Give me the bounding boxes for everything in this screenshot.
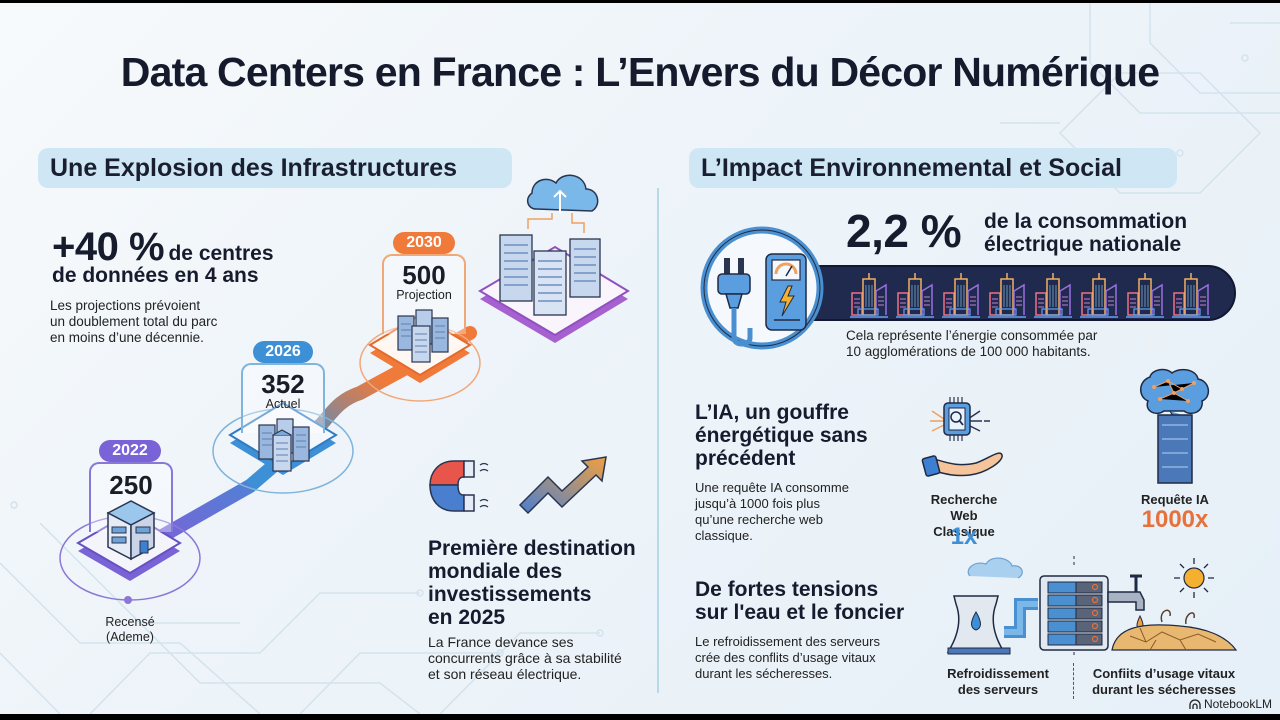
office-building-icon (106, 500, 156, 561)
year-badge-2026: 2026 (253, 341, 313, 363)
web-search-label: Recherche Web Classique (930, 492, 998, 539)
ai-heading: L’IA, un gouffre énergétique sans précéd… (695, 401, 868, 470)
caption-2022: Recensé (Ademe) (105, 615, 155, 644)
drought-conflict-caption: Confiits d’usage vitaux durant les séche… (1092, 666, 1236, 697)
bottom-letterbox (0, 714, 1280, 720)
web-search-multiplier: 1x (950, 523, 978, 550)
label-2030: Projection (396, 288, 452, 302)
ai-request-multiplier: 1000x (1141, 506, 1209, 533)
caption-divider (1073, 663, 1074, 699)
growth-stat-text-1: de centres (168, 242, 274, 265)
energy-stat: 2,2 % (846, 205, 962, 257)
ai-request-label: Requête IA (1141, 492, 1209, 507)
growth-stat: +40 % de centres de données en 4 ans (52, 225, 274, 288)
cooling-caption: Refroidissement des serveurs (947, 666, 1049, 697)
notebooklm-logo-icon (1189, 698, 1201, 709)
magnet-icon (429, 460, 489, 512)
city-band (780, 265, 1236, 321)
year-badge-2030: 2030 (393, 232, 455, 254)
investment-heading: Première destination mondiale des invest… (428, 537, 636, 629)
label-2026: Actuel (265, 397, 301, 411)
notebooklm-watermark: NotebookLM (1189, 697, 1272, 711)
year-badge-2022: 2022 (99, 440, 161, 462)
chip-search-hand-icon (921, 397, 1003, 477)
city-skyline-icons (849, 272, 1211, 318)
energy-description: Cela représente l’énergie consommée par … (846, 328, 1098, 359)
cooling-drought-illustration (946, 556, 1238, 658)
infographic-canvas: Data Centers en France : L’Envers du Déc… (0, 3, 1280, 714)
section-heading-infrastructures: Une Explosion des Infrastructures (38, 148, 512, 188)
growth-stat-text-2: de données en 4 ans (52, 264, 259, 287)
brain-server-icon (1140, 368, 1210, 484)
ai-description: Une requête IA consomme jusqu’à 1000 foi… (695, 480, 849, 543)
water-heading: De fortes tensions sur l'eau et le fonci… (695, 578, 905, 624)
plug-meter-icon (700, 226, 824, 350)
section-divider (657, 188, 659, 693)
water-description: Le refroidissement des serveurs crée des… (695, 634, 880, 681)
page-title: Data Centers en France : L’Envers du Déc… (120, 49, 1160, 95)
server-cluster-icon (397, 309, 449, 363)
energy-stat-value: 2,2 % (846, 205, 962, 257)
investment-description: La France devance ses concurrents grâce … (428, 634, 622, 682)
server-cluster-icon (258, 418, 310, 472)
section-heading-impact: L’Impact Environnemental et Social (689, 148, 1177, 188)
growth-stat-value: +40 % (52, 225, 165, 269)
trend-up-arrow-icon (518, 456, 607, 515)
value-2026: 352 (261, 369, 305, 399)
value-2030: 500 (402, 260, 446, 290)
value-2022: 250 (109, 470, 153, 500)
growth-description: Les projections prévoient un doublement … (50, 298, 218, 345)
energy-stat-text: de la consommation électrique nationale (984, 210, 1188, 256)
cloud-datacenter-icon (499, 174, 601, 316)
value-card-2030: 500 Projection (382, 254, 466, 334)
